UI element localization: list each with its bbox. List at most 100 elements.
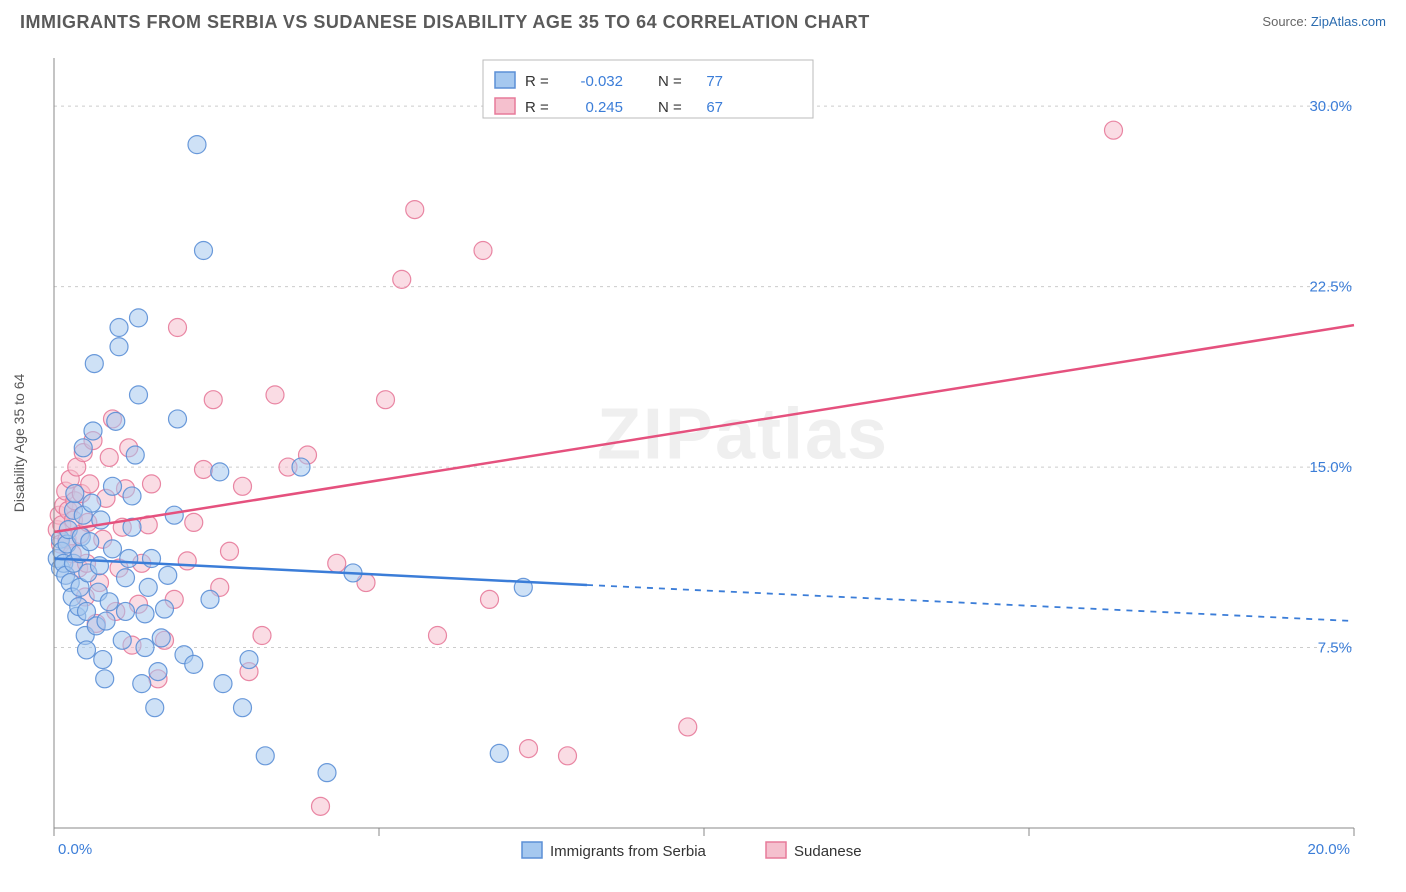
point-serbia	[211, 463, 229, 481]
source-label: Source:	[1262, 14, 1307, 29]
point-sudanese	[679, 718, 697, 736]
point-sudanese	[169, 319, 187, 337]
point-serbia	[318, 764, 336, 782]
point-serbia	[85, 355, 103, 373]
point-serbia	[96, 670, 114, 688]
point-serbia	[78, 641, 96, 659]
point-sudanese	[234, 477, 252, 495]
point-serbia	[97, 612, 115, 630]
legend-r-label: R =	[525, 99, 549, 116]
point-sudanese	[474, 242, 492, 260]
point-sudanese	[1105, 121, 1123, 139]
series-legend-label: Immigrants from Serbia	[550, 843, 707, 860]
source-link[interactable]: ZipAtlas.com	[1311, 14, 1386, 29]
point-sudanese	[143, 475, 161, 493]
point-sudanese	[520, 740, 538, 758]
point-sudanese	[429, 627, 447, 645]
legend-n-label: N =	[658, 99, 682, 116]
point-serbia	[84, 422, 102, 440]
chart-area: 7.5%15.0%22.5%30.0%ZIPatlas0.0%20.0%Disa…	[0, 48, 1406, 892]
point-serbia	[83, 494, 101, 512]
point-serbia	[292, 458, 310, 476]
point-serbia	[110, 319, 128, 337]
point-sudanese	[406, 201, 424, 219]
legend-r-label: R =	[525, 73, 549, 90]
point-serbia	[107, 412, 125, 430]
scatter-chart-svg: 7.5%15.0%22.5%30.0%ZIPatlas0.0%20.0%Disa…	[0, 48, 1406, 892]
point-serbia	[110, 338, 128, 356]
y-axis-label: Disability Age 35 to 64	[11, 374, 27, 513]
chart-header: IMMIGRANTS FROM SERBIA VS SUDANESE DISAB…	[0, 0, 1406, 48]
series-legend-swatch	[522, 842, 542, 858]
chart-title: IMMIGRANTS FROM SERBIA VS SUDANESE DISAB…	[20, 12, 870, 32]
legend-r-value: 0.245	[585, 99, 623, 116]
point-serbia	[490, 744, 508, 762]
point-serbia	[133, 675, 151, 693]
legend-n-value: 67	[706, 99, 723, 116]
y-tick-label: 30.0%	[1309, 98, 1352, 115]
point-serbia	[139, 578, 157, 596]
point-serbia	[81, 533, 99, 551]
point-serbia	[130, 386, 148, 404]
point-serbia	[117, 569, 135, 587]
point-sudanese	[204, 391, 222, 409]
point-serbia	[120, 550, 138, 568]
x-tick-label: 20.0%	[1307, 841, 1350, 858]
point-serbia	[66, 485, 84, 503]
point-serbia	[104, 540, 122, 558]
point-sudanese	[559, 747, 577, 765]
point-serbia	[159, 566, 177, 584]
point-sudanese	[328, 554, 346, 572]
point-sudanese	[100, 448, 118, 466]
point-sudanese	[195, 460, 213, 478]
legend-n-label: N =	[658, 73, 682, 90]
legend-swatch	[495, 98, 515, 114]
point-serbia	[195, 242, 213, 260]
series-legend-label: Sudanese	[794, 843, 862, 860]
series-legend-swatch	[766, 842, 786, 858]
point-serbia	[185, 655, 203, 673]
point-serbia	[156, 600, 174, 618]
point-serbia	[240, 651, 258, 669]
point-sudanese	[266, 386, 284, 404]
point-serbia	[256, 747, 274, 765]
point-serbia	[214, 675, 232, 693]
x-tick-label: 0.0%	[58, 841, 92, 858]
y-tick-label: 7.5%	[1318, 640, 1352, 657]
point-serbia	[149, 663, 167, 681]
point-serbia	[126, 446, 144, 464]
point-serbia	[123, 487, 141, 505]
point-serbia	[201, 590, 219, 608]
point-serbia	[130, 309, 148, 327]
point-sudanese	[393, 270, 411, 288]
y-tick-label: 15.0%	[1309, 459, 1352, 476]
point-serbia	[100, 593, 118, 611]
point-serbia	[94, 651, 112, 669]
point-serbia	[136, 639, 154, 657]
point-sudanese	[377, 391, 395, 409]
point-serbia	[74, 439, 92, 457]
point-serbia	[113, 631, 131, 649]
point-sudanese	[312, 797, 330, 815]
point-serbia	[117, 602, 135, 620]
point-serbia	[188, 136, 206, 154]
legend-r-value: -0.032	[580, 73, 623, 90]
y-tick-label: 22.5%	[1309, 279, 1352, 296]
point-serbia	[152, 629, 170, 647]
point-serbia	[136, 605, 154, 623]
point-serbia	[234, 699, 252, 717]
point-sudanese	[253, 627, 271, 645]
point-serbia	[104, 477, 122, 495]
source-attribution: Source: ZipAtlas.com	[1262, 14, 1386, 29]
point-sudanese	[221, 542, 239, 560]
point-sudanese	[481, 590, 499, 608]
point-serbia	[165, 506, 183, 524]
point-serbia	[146, 699, 164, 717]
legend-n-value: 77	[706, 73, 723, 90]
trendline-serbia-extrapolated	[587, 585, 1354, 621]
point-sudanese	[185, 513, 203, 531]
legend-swatch	[495, 72, 515, 88]
point-sudanese	[178, 552, 196, 570]
trendline-sudanese	[54, 325, 1354, 532]
point-serbia	[169, 410, 187, 428]
